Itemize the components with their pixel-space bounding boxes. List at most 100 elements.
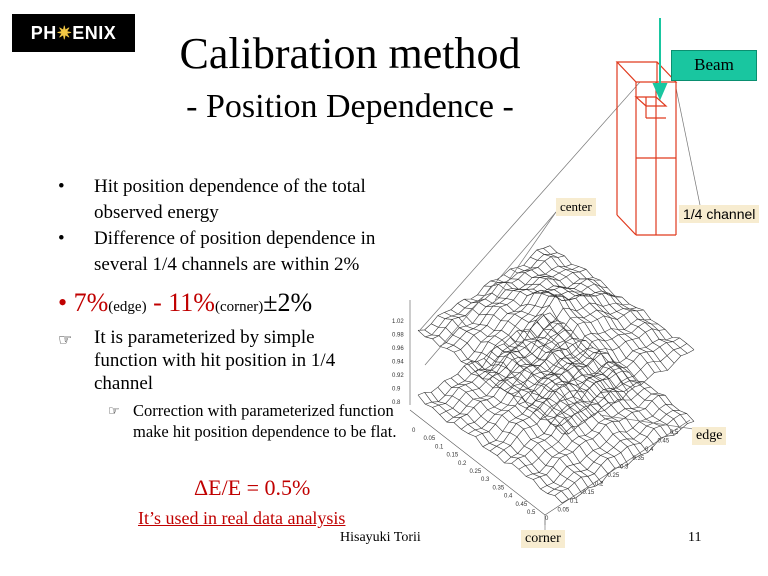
left-axis-ticks: 0 0.05 0.10.15 0.20.25 0.30.35 0.40.45 0.5 — [412, 428, 536, 516]
correction-note: ☞ Correction with parameterized function… — [108, 400, 398, 442]
bullet-text: Difference of position dependence in sev… — [94, 228, 376, 275]
mesh-line — [477, 292, 622, 401]
mesh-line — [533, 394, 666, 480]
logo-star-icon: ✷ — [56, 23, 73, 43]
mesh-line — [518, 318, 651, 405]
tick-label: 0.3 — [481, 477, 490, 483]
mesh-line — [561, 349, 695, 435]
tick-label: 0.4 — [504, 494, 513, 500]
mesh-line — [417, 312, 551, 396]
mesh-line — [547, 409, 680, 494]
slide-title: Calibration method — [179, 29, 521, 78]
mesh-line — [475, 283, 608, 373]
pointing-hand-icon: ☞ — [58, 330, 73, 349]
mesh-line — [547, 337, 680, 421]
mesh-line — [536, 321, 682, 430]
bullet-item: • Difference of position dependence in se… — [58, 226, 418, 278]
tick-label: 0.96 — [392, 346, 404, 352]
tick-label: 0.15 — [447, 453, 459, 459]
mesh-line — [453, 269, 587, 353]
tick-label: 0.4 — [645, 447, 654, 453]
mesh-line — [461, 277, 594, 362]
mesh-line — [540, 403, 673, 490]
author-name: Hisayuki Torii — [340, 530, 421, 545]
mesh-line — [446, 266, 579, 349]
tick-label: 0.05 — [424, 436, 436, 442]
uncertainty-value: ±2% — [263, 288, 313, 317]
tick-label: 0.2 — [458, 461, 467, 467]
bullet-item: • Hit position dependence of the total ob… — [58, 174, 418, 226]
bullet-text: Hit position dependence of the total obs… — [94, 176, 366, 223]
dependence-range: • 7%(edge) - 11%(corner)±2% — [58, 287, 312, 323]
tick-label: 1.02 — [392, 319, 404, 325]
plot-axes — [409, 300, 691, 525]
mesh-line — [525, 322, 658, 409]
tick-label: 0.8 — [392, 400, 401, 406]
slide-subtitle: - Position Dependence - — [186, 88, 514, 125]
tick-label: 0 — [545, 516, 549, 522]
mesh-line — [504, 380, 637, 464]
tick-label: 0.25 — [470, 469, 482, 475]
mesh-line — [561, 421, 695, 504]
mesh-line — [439, 264, 572, 347]
tick-label: 0.25 — [608, 473, 620, 479]
beam-arrow — [652, 18, 668, 101]
lower-surface-mesh — [417, 312, 695, 504]
mesh-line — [417, 245, 551, 331]
mesh-line — [475, 352, 608, 437]
mesh-line — [497, 302, 630, 387]
parameterized-note: ☞ It is parameterized by simple function… — [58, 326, 378, 395]
big-bullet-marker: • — [58, 288, 68, 317]
tick-label: 0.98 — [392, 333, 404, 339]
tick-label: 0 — [412, 428, 416, 434]
tick-label: 0.35 — [493, 485, 505, 491]
mesh-line — [482, 290, 615, 380]
mesh-line — [437, 387, 583, 494]
mesh-line — [554, 343, 687, 427]
quarter-channel-label: 1/4 channel — [679, 205, 760, 223]
phenix-logo: PH✷ENIX — [12, 14, 135, 52]
mesh-line — [504, 307, 637, 391]
mesh-line — [489, 364, 623, 452]
tick-label: 0.45 — [516, 502, 528, 508]
mesh-line — [439, 329, 572, 415]
tick-label: 0.1 — [435, 444, 444, 450]
calorimeter-module-sketch — [615, 61, 678, 236]
mesh-line — [497, 370, 630, 456]
mesh-line — [425, 252, 558, 338]
mesh-line — [468, 278, 601, 366]
tick-label: 0.1 — [570, 499, 579, 505]
mesh-line — [446, 337, 579, 423]
tick-label: 0.35 — [633, 456, 645, 462]
tick-label: 0.3 — [620, 464, 629, 470]
mesh-line — [511, 381, 644, 464]
mesh-line — [489, 292, 623, 380]
right-axis-ticks: 0 0.050.1 0.150.2 0.250.3 0.350.4 0.450.5 — [545, 430, 679, 522]
mesh-line — [525, 392, 659, 477]
energy-resolution: ΔE/E = 0.5% — [194, 475, 311, 500]
corner-label: (corner) — [214, 299, 264, 315]
edge-value: 7% — [73, 288, 109, 317]
mesh-line — [540, 337, 673, 420]
mesh-line — [468, 351, 601, 434]
tick-label: 0.05 — [558, 507, 570, 513]
upper-surface-mesh — [417, 245, 695, 435]
tick-label: 0.5 — [670, 430, 679, 436]
mesh-line — [417, 330, 563, 435]
mesh-line — [432, 255, 565, 340]
logo-text: PH✷ENIX — [30, 23, 117, 43]
tick-label: 0.15 — [583, 490, 595, 496]
mesh-line — [529, 328, 675, 436]
bullet-marker: • — [58, 176, 65, 197]
bullet-list: • Hit position dependence of the total ob… — [58, 174, 418, 278]
label-guide-lines — [419, 81, 701, 532]
mesh-line — [453, 340, 587, 423]
mesh-line — [503, 274, 649, 379]
edge-label: edge — [692, 427, 727, 445]
page-number: 11 — [688, 530, 702, 545]
corner-value: 11% — [168, 288, 215, 317]
correction-text: Correction with parameterized function m… — [133, 401, 397, 441]
tick-label: 0.9 — [392, 387, 401, 393]
corner-label: corner — [521, 530, 565, 548]
z-axis-ticks: 1.02 0.98 0.96 0.94 0.92 0.9 0.8 — [392, 319, 404, 406]
